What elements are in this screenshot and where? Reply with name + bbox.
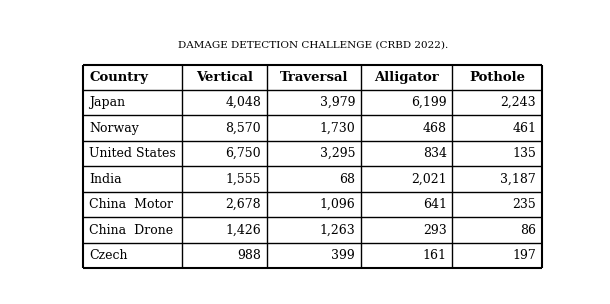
Text: 293: 293 (423, 223, 447, 237)
Text: 461: 461 (512, 122, 536, 135)
Text: 3,979: 3,979 (320, 96, 355, 109)
Text: DAMAGE DETECTION CHALLENGE (CRBD 2022).: DAMAGE DETECTION CHALLENGE (CRBD 2022). (178, 40, 448, 49)
Text: 1,263: 1,263 (320, 223, 355, 237)
Text: 6,750: 6,750 (226, 147, 261, 160)
Text: Vertical: Vertical (196, 71, 253, 84)
Text: 3,187: 3,187 (500, 173, 536, 186)
Text: 3,295: 3,295 (320, 147, 355, 160)
Text: 2,243: 2,243 (501, 96, 536, 109)
Text: 197: 197 (512, 249, 536, 262)
Text: Alligator: Alligator (375, 71, 439, 84)
Text: 1,555: 1,555 (226, 173, 261, 186)
Text: United States: United States (89, 147, 176, 160)
Text: 161: 161 (423, 249, 447, 262)
Text: 468: 468 (423, 122, 447, 135)
Text: China  Motor: China Motor (89, 198, 173, 211)
Text: 1,096: 1,096 (320, 198, 355, 211)
Text: 235: 235 (512, 198, 536, 211)
Text: 1,730: 1,730 (320, 122, 355, 135)
Text: China  Drone: China Drone (89, 223, 173, 237)
Text: Traversal: Traversal (279, 71, 348, 84)
Text: Country: Country (89, 71, 148, 84)
Text: 1,426: 1,426 (225, 223, 261, 237)
Text: Norway: Norway (89, 122, 139, 135)
Text: Czech: Czech (89, 249, 127, 262)
Text: 86: 86 (520, 223, 536, 237)
Text: 4,048: 4,048 (225, 96, 261, 109)
Text: Pothole: Pothole (469, 71, 525, 84)
Text: India: India (89, 173, 121, 186)
Text: 399: 399 (331, 249, 355, 262)
Text: 6,199: 6,199 (411, 96, 447, 109)
Text: 988: 988 (237, 249, 261, 262)
Text: 135: 135 (512, 147, 536, 160)
Text: 834: 834 (423, 147, 447, 160)
Text: 8,570: 8,570 (226, 122, 261, 135)
Text: 2,678: 2,678 (226, 198, 261, 211)
Text: Japan: Japan (89, 96, 125, 109)
Text: 68: 68 (339, 173, 355, 186)
Text: 641: 641 (423, 198, 447, 211)
Text: 2,021: 2,021 (411, 173, 447, 186)
